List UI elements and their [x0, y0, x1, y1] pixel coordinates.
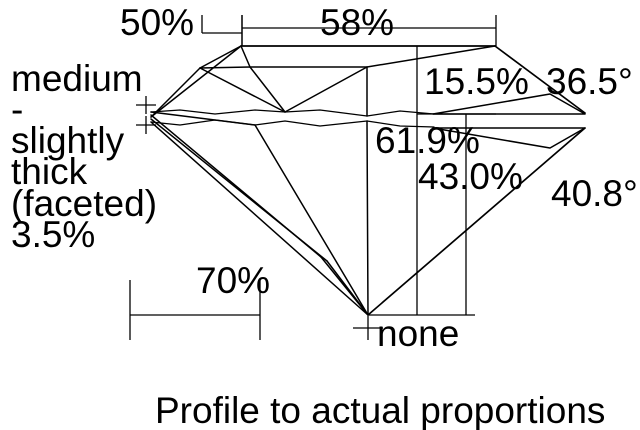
- svg-text:70%: 70%: [196, 260, 270, 301]
- svg-text:43.0%: 43.0%: [418, 156, 523, 197]
- svg-text:61.9%: 61.9%: [375, 120, 480, 161]
- svg-text:3.5%: 3.5%: [11, 214, 95, 255]
- svg-text:58%: 58%: [320, 2, 394, 43]
- svg-text:40.8°: 40.8°: [551, 173, 638, 214]
- svg-text:15.5%: 15.5%: [424, 61, 529, 102]
- svg-text:medium: medium: [11, 58, 143, 99]
- svg-text:none: none: [377, 313, 459, 354]
- svg-text:Profile to actual proportions: Profile to actual proportions: [155, 390, 605, 430]
- svg-text:50%: 50%: [120, 2, 194, 43]
- svg-text:36.5°: 36.5°: [546, 61, 633, 102]
